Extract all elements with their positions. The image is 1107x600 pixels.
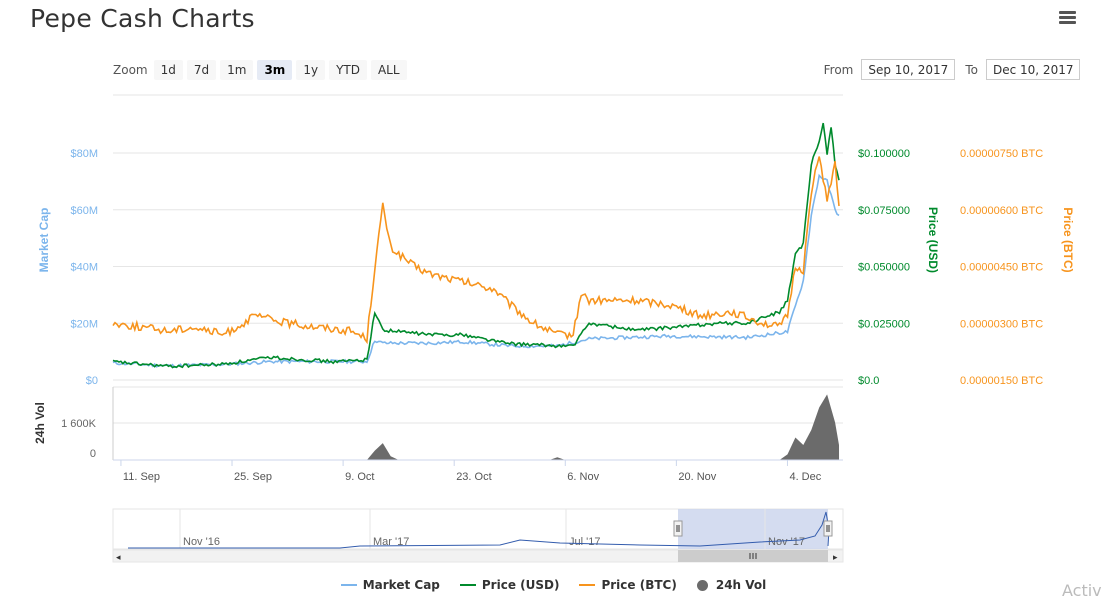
zoom-ytd-button[interactable]: YTD xyxy=(329,60,367,80)
from-date-input[interactable] xyxy=(861,59,956,80)
navigator-left-handle[interactable] xyxy=(673,520,683,537)
navigator-selected-range xyxy=(678,509,828,549)
from-label: From xyxy=(823,62,854,77)
legend-volume[interactable]: 24h Vol xyxy=(696,578,767,592)
legend-price-usd[interactable]: Price (USD) xyxy=(459,578,560,592)
zoom-bar: Zoom 1d 7d 1m 3m 1y YTD ALL xyxy=(113,60,411,80)
market-cap-tick-label: $0 xyxy=(86,375,98,387)
volume-tick-label: 0 xyxy=(90,448,96,460)
zoom-7d-button[interactable]: 7d xyxy=(186,60,217,80)
legend-market-cap-label: Market Cap xyxy=(362,578,440,592)
zoom-1d-button[interactable]: 1d xyxy=(153,60,183,80)
zoom-all-button[interactable]: ALL xyxy=(370,60,407,80)
market-cap-axis-title: Market Cap xyxy=(37,208,51,273)
price-usd-line xyxy=(112,122,840,369)
market-cap-tick-label: $80M xyxy=(70,148,98,160)
price-btc-swatch xyxy=(579,584,596,586)
price-btc-line xyxy=(112,156,840,345)
x-tick-label: 20. Nov xyxy=(678,471,716,483)
market-cap-tick-label: $20M xyxy=(70,318,98,330)
navigator-tick-label: Nov '17 xyxy=(768,536,805,548)
market-cap-tick-label: $60M xyxy=(70,205,98,217)
price-btc-tick-label: 0.00000750 BTC xyxy=(960,148,1043,160)
price-btc-tick-label: 0.00000600 BTC xyxy=(960,205,1043,217)
scrollbar-left-arrow[interactable]: ◂ xyxy=(116,552,121,562)
price-usd-tick-label: $0.025000 xyxy=(858,318,910,330)
navigator: Nov '16 Mar '17 Jul '17 Nov '17 ◂ ▸ xyxy=(112,508,844,563)
legend-price-btc[interactable]: Price (BTC) xyxy=(579,578,677,592)
hamburger-menu-icon[interactable] xyxy=(1059,11,1076,25)
grid-lines xyxy=(112,94,843,461)
volume-axis-title: 24h Vol xyxy=(33,402,47,444)
legend-volume-label: 24h Vol xyxy=(715,578,767,592)
line-series xyxy=(112,122,840,369)
price-btc-tick-label: 0.00000150 BTC xyxy=(960,375,1043,387)
price-usd-tick-label: $0.0 xyxy=(858,375,879,387)
volume-series xyxy=(113,394,840,460)
to-label: To xyxy=(965,62,978,77)
axis-labels: $0 $20M $40M $60M $80M Market Cap $0.0 $0.02500… xyxy=(33,148,1075,460)
price-usd-tick-label: $0.050000 xyxy=(858,262,910,274)
navigator-series-line xyxy=(128,511,830,549)
x-tick-label: 6. Nov xyxy=(567,471,599,483)
navigator-right-handle[interactable] xyxy=(823,520,833,537)
zoom-3m-button[interactable]: 3m xyxy=(257,60,293,80)
date-range-selector: From To xyxy=(814,59,1080,80)
price-btc-axis-title: Price (BTC) xyxy=(1061,207,1075,272)
price-usd-tick-label: $0.100000 xyxy=(858,148,910,160)
volume-area xyxy=(113,394,840,460)
navigator-tick-label: Mar '17 xyxy=(373,536,409,548)
volume-tick-label: 1 600K xyxy=(61,418,97,430)
to-date-input[interactable] xyxy=(986,59,1080,80)
page-title: Pepe Cash Charts xyxy=(30,4,255,33)
x-tick-label: 11. Sep xyxy=(123,471,160,483)
navigator-tick-label: Jul '17 xyxy=(569,536,600,548)
price-usd-swatch xyxy=(459,584,476,586)
legend-market-cap[interactable]: Market Cap xyxy=(340,578,440,592)
legend: Market Cap Price (USD) Price (BTC) 24h V… xyxy=(0,578,1107,592)
price-usd-axis-title: Price (USD) xyxy=(926,207,940,273)
zoom-1y-button[interactable]: 1y xyxy=(296,60,326,80)
watermark-text: Activ xyxy=(1062,581,1102,600)
volume-swatch xyxy=(696,579,708,591)
legend-price-usd-label: Price (USD) xyxy=(481,578,560,592)
price-usd-tick-label: $0.075000 xyxy=(858,205,910,217)
market-cap-swatch xyxy=(340,584,357,586)
x-tick-label: 25. Sep xyxy=(234,471,272,483)
scrollbar-track xyxy=(112,549,844,563)
navigator-tick-label: Nov '16 xyxy=(183,536,220,548)
x-tick-label: 23. Oct xyxy=(456,471,491,483)
zoom-1m-button[interactable]: 1m xyxy=(220,60,254,80)
x-axis: 11. Sep 25. Sep 9. Oct 23. Oct 6. Nov 20. Nov… xyxy=(113,459,843,483)
scrollbar-right-arrow[interactable]: ▸ xyxy=(833,552,838,562)
price-btc-tick-label: 0.00000300 BTC xyxy=(960,318,1043,330)
zoom-label: Zoom xyxy=(113,63,148,77)
market-cap-tick-label: $40M xyxy=(70,262,98,274)
price-btc-tick-label: 0.00000450 BTC xyxy=(960,262,1043,274)
x-tick-label: 9. Oct xyxy=(345,471,374,483)
x-tick-label: 4. Dec xyxy=(789,471,821,483)
legend-price-btc-label: Price (BTC) xyxy=(601,578,677,592)
price-chart[interactable]: $0 $20M $40M $60M $80M Market Cap $0.0 $0.02500… xyxy=(0,0,1107,575)
